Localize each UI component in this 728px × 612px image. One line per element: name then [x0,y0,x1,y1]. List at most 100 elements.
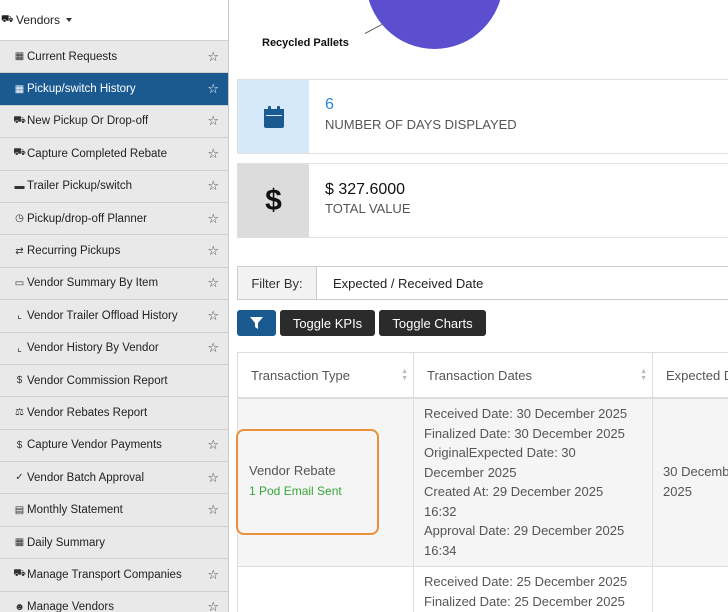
pod-email-status[interactable]: 1 Pod Email Sent [249,484,342,498]
star-icon[interactable]: ☆ [207,437,219,453]
star-icon[interactable]: ☆ [207,566,219,582]
star-icon[interactable]: ☆ [207,275,219,291]
kpi-total-card: $ $ 327.6000 TOTAL VALUE [237,163,728,238]
star-icon[interactable]: ☆ [207,599,219,612]
sidebar-item-label: Vendor History By Vendor [27,342,159,355]
filter-by-label: Filter By: [238,267,317,299]
sidebar-item-recurring-pickups[interactable]: ⇄ Recurring Pickups ☆ [0,235,228,268]
sort-icon[interactable]: ▲ ▼ [401,368,408,382]
divider [652,567,653,612]
transactions-table-header: Transaction Type ▲ ▼ Transaction Dates ▲ ▼… [237,352,728,399]
column-header-expected-date[interactable]: Expected D [652,353,728,399]
sidebar-item-manage-vendors[interactable]: ☻ Manage Vendors ☆ [0,591,228,612]
sidebar-item-manage-transport-companies[interactable]: ⛟ Manage Transport Companies ☆ [0,559,228,592]
sidebar-item-label: Vendor Batch Approval [27,471,144,484]
date-line: Created At: 29 December 2025 [424,484,604,499]
filter-button[interactable] [237,310,276,336]
sidebar-item-capture-vendor-payments[interactable]: $ Capture Vendor Payments ☆ [0,429,228,463]
date-line: December 2025 [424,464,517,480]
star-icon[interactable]: ☆ [207,81,219,97]
sidebar-item-vendor-commission-report[interactable]: $ Vendor Commission Report [0,364,228,398]
sidebar-item-label: Monthly Statement [27,504,123,517]
trailer-icon: ▬ [14,180,25,192]
sidebar-item-label: Pickup/drop-off Planner [27,212,147,225]
sidebar-item-daily-summary[interactable]: ▦ Daily Summary [0,526,228,560]
date-line: Approval Date: 29 December 2025 [424,523,625,538]
date-line: OriginalExpected Date: 30 [424,445,576,460]
star-icon[interactable]: ☆ [207,145,219,161]
divider [237,567,238,612]
star-icon[interactable]: ☆ [207,243,219,259]
sidebar-item-vendor-summary-by-item[interactable]: ▭ Vendor Summary By Item ☆ [0,267,228,301]
star-icon[interactable]: ☆ [207,210,219,226]
star-icon[interactable]: ☆ [207,469,219,485]
star-icon[interactable]: ☆ [207,502,219,518]
dolly-icon: ⛟ [13,147,26,159]
kpi-days-label: NUMBER OF DAYS DISPLAYED [325,117,517,132]
sidebar-item-monthly-statement[interactable]: ▤ Monthly Statement ☆ [0,494,228,527]
balance-scale-icon: ⚖ [15,407,24,419]
kpi-days-card: 6 NUMBER OF DAYS DISPLAYED [237,79,728,154]
expected-line: 30 Decemb [663,464,728,479]
sidebar-item-label: Vendor Commission Report [27,374,168,387]
filter-icon [250,317,263,329]
truck-icon: ⛟ [13,568,26,580]
list-alt-icon: ▤ [14,504,25,516]
star-icon[interactable]: ☆ [207,113,219,129]
main-content: Recycled Pallets 6 NUMBER OF DAYS DISPLA… [229,0,728,612]
sidebar-item-vendor-trailer-offload-history[interactable]: ⌞ Vendor Trailer Offload History ☆ [0,300,228,333]
sidebar-item-trailer-pickup-switch[interactable]: ▬ Trailer Pickup/switch ☆ [0,170,228,203]
line-chart-icon: ⌞ [17,342,22,354]
transaction-dates-cell: Received Date: 30 December 2025 Finalize… [424,404,627,560]
pie-label: Recycled Pallets [262,37,349,49]
sidebar-item-label: Pickup/switch History [27,83,136,96]
highlight-box [236,429,379,535]
sidebar-item-capture-completed-rebate[interactable]: ⛟ Capture Completed Rebate ☆ [0,138,228,171]
sidebar-item-label: New Pickup Or Drop-off [27,115,149,128]
sidebar-item-vendor-history-by-vendor[interactable]: ⌞ Vendor History By Vendor ☆ [0,332,228,365]
sidebar-item-pickup-switch-history[interactable]: ▦ Pickup/switch History ☆ [0,73,228,106]
filter-by-control[interactable]: Filter By: Expected / Received Date [237,266,728,300]
toggle-kpis-button[interactable]: Toggle KPIs [280,310,375,336]
sidebar-item-label: Trailer Pickup/switch [27,180,133,193]
table-row[interactable]: Received Date: 30 December 2025 Finalize… [237,399,728,567]
toggle-charts-button[interactable]: Toggle Charts [379,310,486,336]
line-chart-icon: ⌞ [17,310,22,322]
kpi-total-label: TOTAL VALUE [325,201,411,216]
transaction-type-value: Vendor Rebate [249,463,336,478]
star-icon[interactable]: ☆ [207,340,219,356]
star-icon[interactable]: ☆ [207,48,219,64]
star-icon[interactable]: ☆ [207,178,219,194]
filter-by-select[interactable]: Expected / Received Date [333,275,484,291]
sidebar-item-label: Current Requests [27,50,118,63]
column-header-transaction-type[interactable]: Transaction Type ▲ ▼ [237,353,414,399]
column-header-transaction-dates[interactable]: Transaction Dates ▲ ▼ [413,353,653,399]
sidebar-item-vendor-batch-approval[interactable]: ✓ Vendor Batch Approval ☆ [0,462,228,495]
date-line: Received Date: 30 December 2025 [424,406,628,421]
date-line: Finalized Date: 25 December 2025 [424,593,625,609]
truck-loading-icon: ⛟ [13,114,26,126]
truck-icon: ⛟ [1,13,14,25]
clock-icon: ◷ [15,213,24,225]
sidebar-item-label: Recurring Pickups [27,245,121,258]
dollar-icon: $ [238,164,309,237]
divider [652,399,653,566]
date-line: Received Date: 25 December 2025 [424,574,628,589]
sidebar-item-pickup-drop-off-planner[interactable]: ◷ Pickup/drop-off Planner ☆ [0,202,228,236]
sidebar-item-label: Manage Transport Companies [27,568,182,581]
sidebar-item-current-requests[interactable]: ▦ Current Requests ☆ [0,41,228,74]
kpi-days-icon-box [238,80,309,153]
star-icon[interactable]: ☆ [207,307,219,323]
sidebar-vendors-header[interactable]: ⛟ Vendors [0,0,228,41]
sort-icon[interactable]: ▲ ▼ [640,368,647,382]
column-header-label: Transaction Type [251,367,350,383]
pie-chart-slice [366,0,503,49]
transaction-dates-cell: Received Date: 25 December 2025 Finalize… [424,572,627,611]
pallet-icon: ▭ [14,277,25,289]
table-row[interactable]: Received Date: 25 December 2025 Finalize… [237,567,728,612]
dollar-icon: $ [16,375,23,387]
sidebar-item-new-pickup-or-drop-off[interactable]: ⛟ New Pickup Or Drop-off ☆ [0,105,228,139]
column-header-label: Expected D [666,367,728,383]
sidebar-item-vendor-rebates-report[interactable]: ⚖ Vendor Rebates Report [0,397,228,430]
table-icon: ▦ [14,51,25,63]
